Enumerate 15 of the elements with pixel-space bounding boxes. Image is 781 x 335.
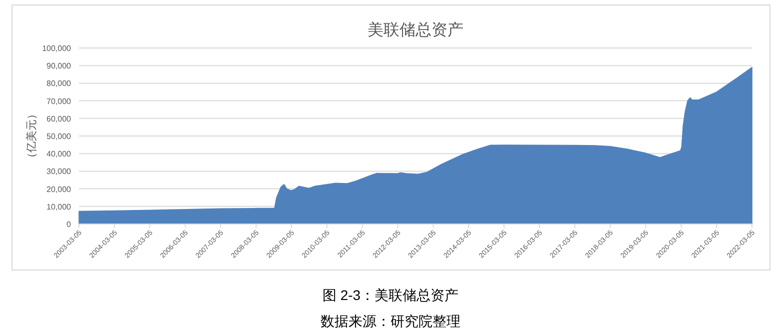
y-tick-label: 80,000 bbox=[46, 79, 72, 88]
y-tick-label: 30,000 bbox=[46, 167, 72, 176]
y-tick-label: 20,000 bbox=[46, 184, 72, 194]
y-tick-label: 70,000 bbox=[46, 96, 72, 106]
y-tick-label: 50,000 bbox=[46, 132, 72, 141]
source-note: 数据来源：研究院整理 bbox=[320, 313, 460, 329]
y-tick-label: 40,000 bbox=[46, 150, 72, 159]
y-tick-label: 90,000 bbox=[46, 62, 72, 71]
y-axis-title: （亿美元） bbox=[25, 108, 38, 164]
y-tick-label: 0 bbox=[66, 220, 72, 229]
y-tick-label: 100,000 bbox=[42, 44, 72, 53]
caption: 图 2-3：美联储总资产 bbox=[322, 287, 459, 303]
y-tick-label: 60,000 bbox=[46, 114, 72, 124]
y-tick-label: 10,000 bbox=[46, 202, 72, 212]
chart-title: 美联储总资产 bbox=[368, 21, 464, 39]
